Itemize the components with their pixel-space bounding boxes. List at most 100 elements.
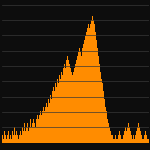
Bar — [136, 131, 137, 142]
Bar — [63, 68, 64, 142]
Bar — [30, 119, 31, 142]
Bar — [39, 115, 40, 142]
Bar — [43, 107, 44, 142]
Bar — [69, 64, 70, 142]
Bar — [47, 107, 48, 142]
Bar — [102, 83, 103, 142]
Bar — [23, 131, 24, 142]
Bar — [61, 72, 62, 142]
Bar — [41, 115, 42, 142]
Bar — [87, 28, 88, 142]
Bar — [51, 99, 52, 142]
Bar — [46, 103, 47, 142]
Bar — [16, 131, 17, 142]
Bar — [132, 139, 133, 142]
Bar — [129, 127, 130, 142]
Bar — [111, 135, 112, 142]
Bar — [142, 139, 143, 142]
Bar — [50, 95, 51, 142]
Bar — [42, 111, 43, 142]
Bar — [44, 111, 45, 142]
Bar — [81, 56, 82, 142]
Bar — [83, 44, 84, 142]
Bar — [97, 48, 98, 142]
Bar — [53, 87, 54, 142]
Bar — [140, 131, 141, 142]
Bar — [19, 135, 20, 142]
Bar — [82, 48, 83, 142]
Bar — [95, 32, 96, 142]
Bar — [141, 135, 142, 142]
Bar — [120, 135, 121, 142]
Bar — [99, 64, 100, 142]
Bar — [94, 24, 95, 142]
Bar — [135, 135, 136, 142]
Bar — [38, 119, 39, 142]
Bar — [134, 139, 135, 142]
Bar — [17, 135, 18, 142]
Bar — [21, 135, 22, 142]
Bar — [137, 127, 138, 142]
Bar — [147, 139, 148, 142]
Bar — [93, 20, 94, 142]
Bar — [58, 83, 59, 142]
Bar — [35, 127, 36, 142]
Bar — [91, 20, 92, 142]
Bar — [86, 32, 87, 142]
Bar — [20, 131, 21, 142]
Bar — [7, 135, 8, 142]
Bar — [133, 135, 134, 142]
Bar — [34, 123, 35, 142]
Bar — [109, 127, 110, 142]
Bar — [138, 123, 140, 142]
Bar — [101, 79, 102, 142]
Bar — [3, 131, 4, 142]
Bar — [130, 131, 131, 142]
Bar — [125, 127, 126, 142]
Bar — [64, 64, 65, 142]
Bar — [29, 127, 30, 142]
Bar — [73, 72, 74, 142]
Bar — [8, 131, 9, 142]
Bar — [116, 139, 117, 142]
Bar — [57, 79, 58, 142]
Bar — [65, 68, 66, 142]
Bar — [107, 119, 108, 142]
Bar — [40, 111, 41, 142]
Bar — [121, 139, 122, 142]
Bar — [104, 99, 105, 142]
Bar — [55, 83, 56, 142]
Bar — [123, 135, 124, 142]
Bar — [75, 64, 76, 142]
Bar — [36, 119, 37, 142]
Bar — [131, 135, 132, 142]
Bar — [84, 40, 85, 142]
Bar — [119, 131, 120, 142]
Bar — [54, 91, 55, 142]
Bar — [127, 127, 128, 142]
Bar — [70, 68, 71, 142]
Bar — [78, 52, 79, 142]
Bar — [4, 135, 6, 142]
Bar — [108, 123, 109, 142]
Bar — [146, 131, 147, 142]
Bar — [45, 107, 46, 142]
Bar — [68, 60, 69, 142]
Bar — [67, 56, 68, 142]
Bar — [89, 28, 90, 142]
Bar — [33, 119, 34, 142]
Bar — [122, 139, 123, 142]
Bar — [13, 135, 14, 142]
Bar — [113, 139, 114, 142]
Bar — [117, 139, 118, 142]
Bar — [52, 91, 53, 142]
Bar — [100, 72, 101, 142]
Bar — [6, 139, 7, 142]
Bar — [62, 75, 63, 142]
Bar — [79, 48, 80, 142]
Bar — [72, 75, 73, 142]
Bar — [128, 123, 129, 142]
Bar — [56, 87, 57, 142]
Bar — [9, 139, 10, 142]
Bar — [126, 131, 127, 142]
